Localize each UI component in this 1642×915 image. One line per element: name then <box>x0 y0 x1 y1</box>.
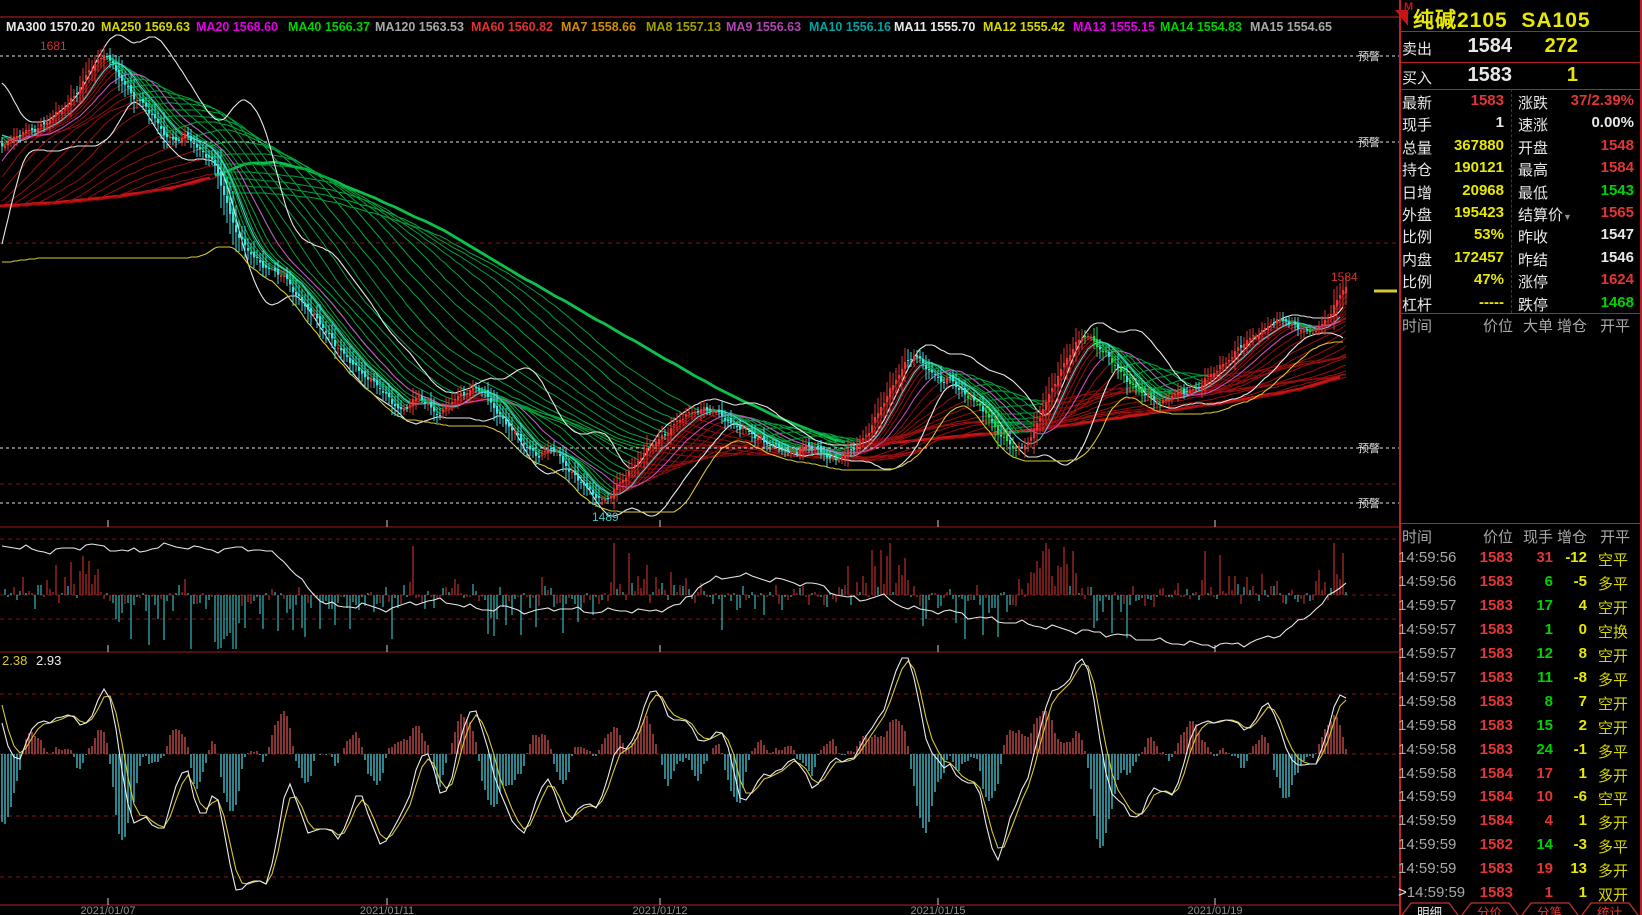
svg-text:MA12 1555.42: MA12 1555.42 <box>983 20 1065 34</box>
svg-text:MA8 1557.13: MA8 1557.13 <box>646 20 721 34</box>
svg-text:2021/01/07: 2021/01/07 <box>80 905 135 915</box>
svg-text:1584: 1584 <box>1331 270 1358 284</box>
svg-text:MA60 1560.82: MA60 1560.82 <box>471 20 553 34</box>
svg-text:MA40 1566.37: MA40 1566.37 <box>288 20 370 34</box>
svg-text:MA300 1570.20: MA300 1570.20 <box>6 20 95 34</box>
svg-text:预警: 预警 <box>1358 441 1380 455</box>
svg-text:2021/01/19: 2021/01/19 <box>1187 905 1242 915</box>
svg-text:2.93: 2.93 <box>36 653 61 668</box>
svg-text:2021/01/15: 2021/01/15 <box>910 905 965 915</box>
svg-text:MA250 1569.63: MA250 1569.63 <box>101 20 190 34</box>
svg-text:1681: 1681 <box>40 39 67 53</box>
svg-text:2021/01/12: 2021/01/12 <box>632 905 687 915</box>
svg-text:MA11 1555.70: MA11 1555.70 <box>894 20 975 34</box>
svg-text:预警: 预警 <box>1358 496 1380 510</box>
svg-text:2.38: 2.38 <box>2 653 27 668</box>
svg-text:MA7 1558.66: MA7 1558.66 <box>561 20 636 34</box>
svg-text:预警: 预警 <box>1358 49 1380 63</box>
svg-text:MA20 1568.60: MA20 1568.60 <box>196 20 278 34</box>
svg-text:MA14 1554.83: MA14 1554.83 <box>1160 20 1242 34</box>
svg-text:MA13 1555.15: MA13 1555.15 <box>1073 20 1155 34</box>
svg-text:2021/01/11: 2021/01/11 <box>360 905 414 915</box>
svg-text:1489: 1489 <box>592 510 619 524</box>
svg-text:MA9 1556.63: MA9 1556.63 <box>726 20 801 34</box>
svg-text:MA15 1554.65: MA15 1554.65 <box>1250 20 1332 34</box>
svg-text:MA10 1556.16: MA10 1556.16 <box>809 20 891 34</box>
svg-text:预警: 预警 <box>1358 135 1380 149</box>
svg-text:MA120 1563.53: MA120 1563.53 <box>375 20 464 34</box>
